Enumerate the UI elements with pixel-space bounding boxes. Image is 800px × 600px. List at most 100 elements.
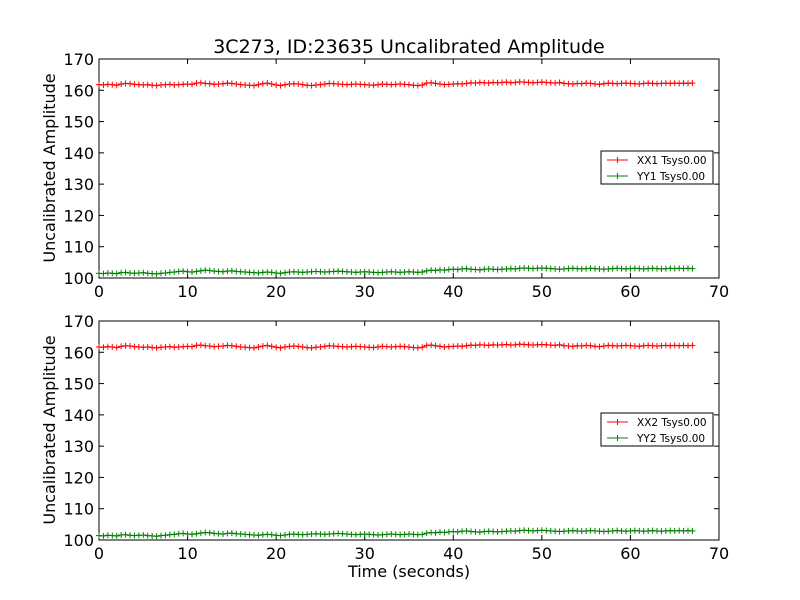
bottom-x-tick-label: 70 (709, 544, 729, 563)
top-series-marker-0 (109, 81, 116, 88)
bottom-series-marker-0 (100, 344, 107, 351)
top-series-marker-1 (197, 267, 204, 274)
top-series-marker-0 (587, 80, 594, 87)
bottom-y-tick-label: 150 (63, 375, 94, 394)
bottom-series-marker-1 (454, 528, 461, 535)
top-series-marker-1 (282, 269, 288, 276)
top-legend-label-0: XX1 Tsys0.00 (637, 155, 707, 167)
bottom-x-tick-label: 60 (620, 544, 640, 563)
top-series-marker-1 (220, 268, 226, 275)
top-series-marker-1 (206, 267, 213, 274)
top-series-marker-0 (118, 81, 125, 88)
top-series-marker-0 (406, 81, 412, 88)
top-series-marker-1 (171, 269, 178, 276)
bottom-series-marker-1 (423, 530, 430, 537)
bottom-y-tick-label: 100 (63, 531, 94, 550)
bottom-series-marker-1 (432, 529, 439, 536)
bottom-series-marker-0 (273, 344, 280, 351)
bottom-y-axis-label: Uncalibrated Amplitude (40, 335, 59, 524)
top-panel: Uncalibrated Amplitude 0 10 20 30 40 50 60 70 10… (40, 50, 729, 301)
top-series-marker-0 (299, 81, 306, 88)
bottom-series-marker-0 (317, 343, 324, 350)
bottom-series-marker-1 (441, 529, 448, 536)
top-series-marker-0 (317, 81, 324, 88)
top-series-marker-0 (437, 81, 443, 88)
top-series-marker-0 (268, 81, 275, 88)
top-series-marker-0 (100, 81, 107, 88)
top-series-marker-0 (472, 80, 479, 87)
bottom-series-marker-0 (282, 343, 288, 350)
top-series-marker-0 (596, 81, 603, 88)
bottom-legend-label-0: XX2 Tsys0.00 (637, 417, 707, 429)
top-series-marker-0 (113, 82, 120, 89)
top-x-tick-label: 60 (620, 282, 640, 301)
bottom-series-marker-1 (476, 529, 483, 536)
bottom-y-tick-label: 120 (63, 468, 94, 487)
top-series-marker-0 (259, 80, 266, 87)
top-series-marker-1 (277, 270, 284, 277)
bottom-series-marker-0 (259, 343, 266, 350)
top-series-marker-0 (370, 82, 377, 89)
bottom-x-tick-label: 10 (177, 544, 197, 563)
top-y-tick-label: 170 (63, 50, 94, 69)
top-series-marker-1 (153, 270, 160, 277)
bottom-y-tick-label: 130 (63, 437, 94, 456)
bottom-series-marker-0 (437, 343, 443, 350)
top-series-marker-0 (432, 80, 439, 87)
bottom-series-marker-0 (189, 343, 195, 350)
bottom-series-marker-0 (414, 344, 421, 351)
top-series-marker-0 (552, 80, 559, 87)
bottom-series-marker-0 (127, 343, 133, 350)
bottom-series-marker-1 (193, 530, 200, 537)
bottom-series-marker-0 (512, 341, 519, 348)
top-series-marker-0 (600, 80, 607, 87)
bottom-series-marker-0 (472, 342, 479, 349)
bottom-series-marker-1 (512, 528, 519, 535)
top-series-marker-0 (503, 79, 510, 86)
top-series-marker-0 (295, 81, 302, 88)
top-series-marker-0 (308, 82, 315, 89)
bottom-series-marker-0 (299, 343, 306, 350)
bottom-series-marker-0 (419, 344, 426, 351)
bottom-series-marker-1 (255, 532, 262, 539)
bottom-series-marker-1 (180, 530, 187, 537)
top-series-marker-0 (153, 82, 160, 89)
top-series-marker-0 (127, 80, 133, 87)
top-series-marker-0 (251, 82, 257, 89)
bottom-series-marker-0 (264, 342, 271, 349)
bottom-series-marker-0 (556, 341, 563, 348)
bottom-legend-label-1: YY2 Tsys0.00 (636, 433, 705, 445)
top-series-marker-0 (277, 82, 284, 89)
top-series-marker-0 (197, 79, 204, 86)
top-series-marker-1 (476, 266, 483, 273)
bottom-series-marker-0 (206, 343, 213, 350)
top-y-tick-label: 100 (63, 269, 94, 288)
bottom-series-marker-0 (459, 343, 466, 350)
bottom-panel: Uncalibrated Amplitude 0 10 20 30 40 50 60 70 10… (40, 312, 729, 563)
top-series-marker-0 (273, 81, 280, 88)
bottom-series-marker-0 (370, 344, 377, 351)
bottom-x-tick-label: 0 (94, 544, 104, 563)
top-series-marker-1 (193, 268, 200, 275)
bottom-series-marker-1 (277, 532, 284, 539)
top-x-tick-label: 30 (355, 282, 375, 301)
bottom-series-marker-0 (569, 343, 576, 350)
bottom-series-marker-1 (122, 531, 129, 538)
bottom-series-marker-1 (419, 531, 426, 538)
top-series-marker-0 (166, 81, 173, 88)
top-x-tick-label: 70 (709, 282, 729, 301)
top-y-tick-label: 140 (63, 144, 94, 163)
bottom-series-marker-0 (578, 343, 585, 350)
bottom-series-marker-1 (228, 530, 235, 537)
top-series-marker-0 (228, 80, 235, 87)
bottom-series-marker-0 (596, 343, 603, 350)
top-series-marker-1 (189, 269, 195, 276)
top-series-marker-1 (100, 270, 107, 277)
top-series-marker-0 (428, 79, 435, 86)
top-series-marker-0 (144, 81, 151, 88)
bottom-series-marker-0 (153, 344, 160, 351)
top-series-marker-1 (113, 270, 120, 277)
top-series-marker-1 (423, 267, 430, 274)
top-series-marker-1 (180, 268, 187, 275)
